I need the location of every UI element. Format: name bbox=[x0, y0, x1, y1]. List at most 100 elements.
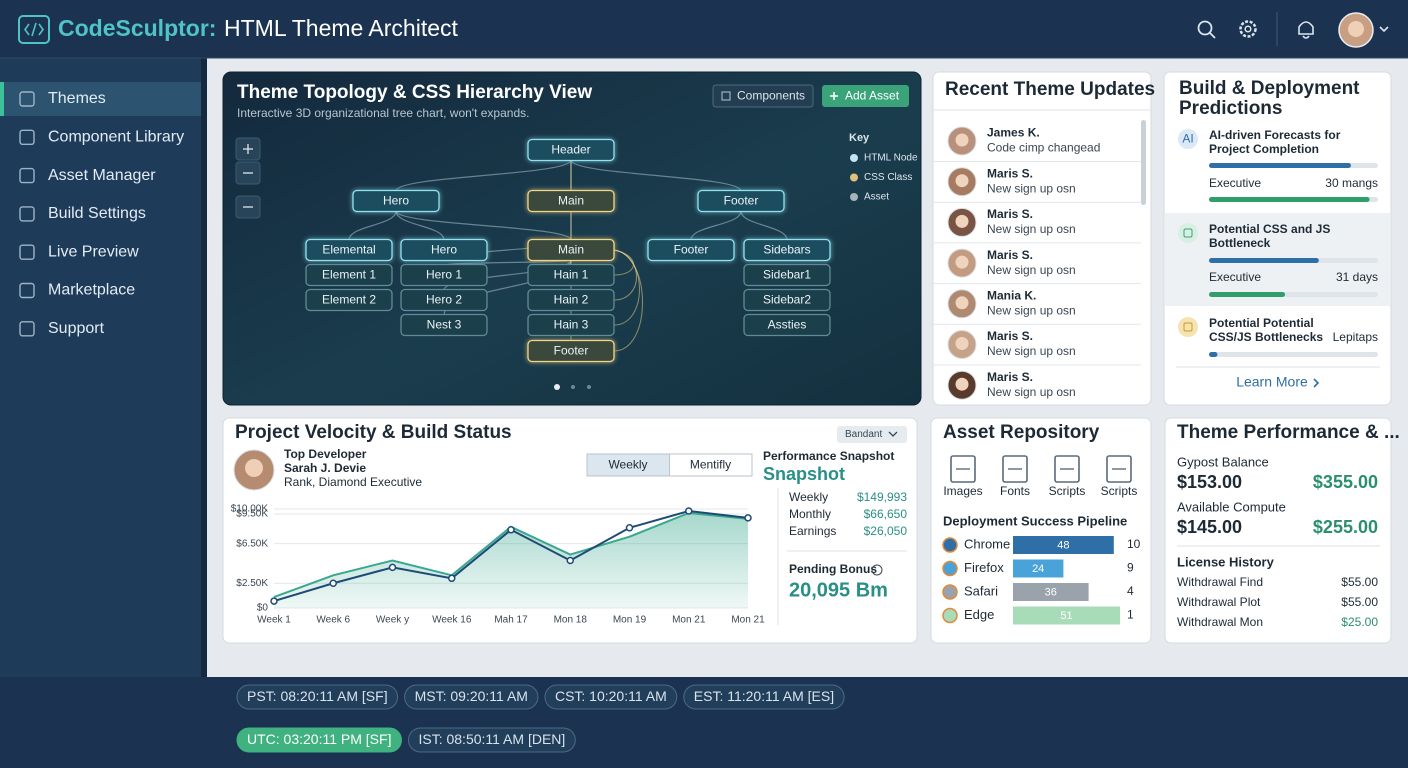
progress-bar bbox=[1209, 163, 1351, 168]
asset-label[interactable]: Fonts bbox=[1000, 484, 1030, 498]
prediction-value: 30 mangs bbox=[1325, 176, 1378, 190]
nav-item[interactable]: Live Preview bbox=[48, 243, 139, 260]
nav-item[interactable]: Asset Manager bbox=[48, 167, 156, 184]
key-dot bbox=[850, 154, 858, 162]
tree-node bbox=[743, 288, 831, 312]
asset-label[interactable]: Images bbox=[943, 484, 982, 498]
point bbox=[744, 514, 752, 522]
recent-panel bbox=[932, 71, 1152, 406]
add-asset-button-label[interactable]: Add Asset bbox=[845, 89, 900, 103]
tree-node-label[interactable]: Hero 2 bbox=[426, 293, 462, 307]
tree-node-label[interactable]: Main bbox=[558, 243, 584, 257]
tree-node bbox=[743, 238, 831, 262]
prediction-title: Potential Potential CSS/JS Bottlenecks bbox=[1209, 316, 1324, 344]
info-icon[interactable] bbox=[871, 564, 883, 576]
tree-node bbox=[305, 238, 393, 262]
tree-node-label[interactable]: Header bbox=[551, 143, 590, 157]
tree-node-label[interactable]: Footer bbox=[674, 243, 709, 257]
tree-node-label[interactable]: Hain 3 bbox=[554, 318, 589, 332]
tree-node-label[interactable]: Elemental bbox=[322, 243, 375, 257]
tree-node-label[interactable]: Hain 2 bbox=[554, 293, 589, 307]
clock[interactable]: PST: 08:20:11 AM [SF] bbox=[247, 688, 388, 704]
tree-node bbox=[743, 313, 831, 337]
progress-track bbox=[1209, 352, 1378, 357]
settings-icon bbox=[1244, 25, 1252, 33]
update-name: Maris S. bbox=[987, 329, 1033, 343]
pipeline-count: 4 bbox=[1127, 584, 1134, 598]
tree-node-label[interactable]: Nest 3 bbox=[427, 318, 462, 332]
clock[interactable]: MST: 09:20:11 AM bbox=[415, 688, 528, 704]
nav-icon bbox=[19, 321, 35, 337]
y-tick-label: $6.50K bbox=[236, 538, 268, 549]
user-menu-chevron[interactable] bbox=[1379, 26, 1389, 33]
tree-node-label[interactable]: Hero bbox=[383, 194, 409, 208]
browser-name: Chrome bbox=[964, 536, 1010, 551]
asset-label[interactable]: Scripts bbox=[1101, 484, 1138, 498]
components-button bbox=[712, 84, 814, 108]
learn-more-link[interactable]: Learn More bbox=[1236, 374, 1308, 390]
nav-item[interactable]: Marketplace bbox=[48, 282, 135, 299]
panel-title: Build & Deployment Predictions bbox=[1179, 78, 1360, 119]
balance-alt: $355.00 bbox=[1313, 472, 1378, 492]
update-name: Mania K. bbox=[987, 288, 1036, 302]
learn-more-chevron[interactable] bbox=[1313, 378, 1320, 388]
tree-edge bbox=[570, 159, 742, 192]
clock[interactable]: CST: 10:20:11 AM bbox=[555, 688, 667, 704]
dropdown-label[interactable]: Bandant bbox=[845, 429, 882, 440]
tab-label[interactable]: Mentifly bbox=[690, 458, 731, 472]
asset-label[interactable]: Scripts bbox=[1049, 484, 1086, 498]
balance-label: Gypost Balance bbox=[1177, 454, 1269, 469]
search-icon[interactable] bbox=[1197, 20, 1213, 36]
settings-icon[interactable] bbox=[1239, 20, 1257, 38]
key-label: HTML Node bbox=[864, 153, 918, 164]
add-asset-button bbox=[822, 85, 909, 107]
nav-item[interactable]: Build Settings bbox=[48, 205, 146, 222]
avatar-face bbox=[955, 214, 969, 228]
pager-dot[interactable] bbox=[571, 385, 575, 389]
key-label: CSS Class bbox=[864, 172, 912, 183]
pager-dot[interactable] bbox=[554, 384, 560, 390]
avatar-face bbox=[955, 255, 969, 269]
developer-avatar-face bbox=[245, 459, 263, 477]
clock[interactable]: EST: 11:20:11 AM [ES] bbox=[694, 688, 834, 704]
notifications-icon[interactable] bbox=[1298, 21, 1314, 39]
tree-node-label[interactable]: Element 2 bbox=[322, 293, 376, 307]
clock-pill bbox=[407, 727, 576, 753]
pipeline-count: 1 bbox=[1127, 608, 1134, 622]
update-name: Maris S. bbox=[987, 207, 1033, 221]
x-tick-label: Week 16 bbox=[432, 615, 472, 626]
tree-node bbox=[527, 313, 615, 337]
tree-node-label[interactable]: Footer bbox=[554, 344, 589, 358]
sidebar-edge bbox=[201, 58, 207, 677]
update-name: James K. bbox=[987, 126, 1040, 140]
tree-node-label[interactable]: Hero bbox=[431, 243, 457, 257]
update-text: New sign up osn bbox=[987, 344, 1076, 358]
prediction-icon bbox=[1178, 317, 1198, 337]
tree-node-label[interactable]: Main bbox=[558, 194, 584, 208]
tree-node-label[interactable]: Hain 1 bbox=[554, 268, 589, 282]
clock[interactable]: UTC: 03:20:11 PM [SF] bbox=[247, 731, 391, 747]
nav-item[interactable]: Themes bbox=[48, 90, 106, 107]
clock[interactable]: IST: 08:50:11 AM [DEN] bbox=[418, 731, 565, 747]
tree-node-label[interactable]: Footer bbox=[724, 194, 759, 208]
tab-label[interactable]: Weekly bbox=[608, 458, 647, 472]
tree-node-label[interactable]: Element 1 bbox=[322, 268, 376, 282]
nav-item[interactable]: Component Library bbox=[48, 129, 184, 146]
panel-title: Project Velocity & Build Status bbox=[235, 422, 512, 443]
nav-item[interactable]: Support bbox=[48, 320, 105, 337]
tree-node-label[interactable]: Hero 1 bbox=[426, 268, 462, 282]
snapshot-value: $149,993 bbox=[857, 490, 907, 504]
x-tick-label: Week 6 bbox=[316, 615, 350, 626]
components-button-label[interactable]: Components bbox=[737, 89, 805, 103]
balance-value: $153.00 bbox=[1177, 472, 1242, 492]
tree-node-label[interactable]: Sidebar2 bbox=[763, 293, 811, 307]
progress-bar bbox=[1209, 292, 1286, 297]
history-amount: $55.00 bbox=[1341, 595, 1378, 609]
tree-node-label[interactable]: Assties bbox=[768, 318, 807, 332]
bonus-label: Pending Bonus bbox=[789, 562, 877, 576]
tree-node-label[interactable]: Sidebar1 bbox=[763, 268, 811, 282]
pager-dot[interactable] bbox=[587, 385, 591, 389]
tree-node-label[interactable]: Sidebars bbox=[763, 243, 810, 257]
